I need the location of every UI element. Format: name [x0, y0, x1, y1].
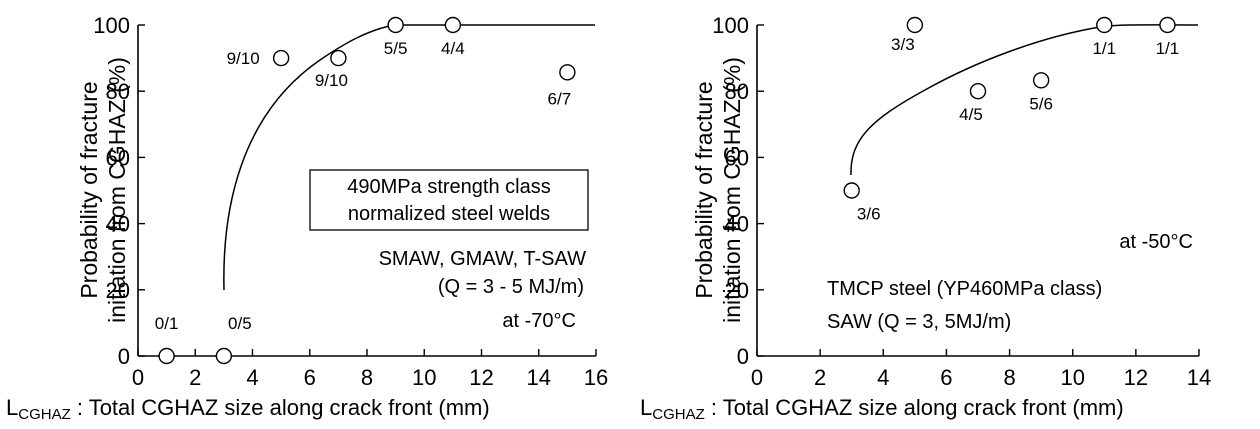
chart1-fit-curve — [223, 24, 595, 291]
chart2-x-ticks: 0 2 4 6 8 10 12 14 — [751, 349, 1211, 390]
chart2-y-tick-label: 80 — [725, 79, 749, 104]
chart1-y-tick-label: 40 — [106, 212, 130, 237]
chart2-note-process: SAW (Q = 3, 5MJ/m) — [827, 311, 1011, 333]
chart2-y-axis-title: Probability of fracture initiation from … — [691, 57, 745, 323]
chart1-point-label: 4/4 — [441, 39, 465, 58]
chart2-data-point — [969, 82, 987, 100]
chart1-boxed-note-line2: normalized steel welds — [348, 203, 550, 225]
chart2-y-axis-title-line2: initiation from CGHAZ (%) — [719, 57, 745, 323]
chart1-y-axis-title-line2: initiation from CGHAZ (%) — [104, 57, 130, 323]
chart1-point-labels: 0/1 0/5 9/10 9/10 5/5 4/4 6/7 — [155, 39, 571, 333]
chart2-x-tick-label: 10 — [1060, 365, 1084, 390]
chart2-point-labels: 3/6 3/3 4/5 5/6 1/1 1/1 — [857, 35, 1179, 224]
chart1-data-point — [272, 49, 290, 67]
chart1-data-point — [559, 64, 576, 81]
chart1-y-tick-label: 20 — [106, 278, 130, 303]
chart1-points — [158, 16, 576, 365]
chart1-y-tick-label: 0 — [118, 344, 130, 369]
chart2-y-tick-label: 100 — [712, 13, 749, 38]
chart2-data-point — [906, 16, 924, 34]
chart2-fit-curve — [850, 24, 1199, 176]
chart1-point-label: 9/10 — [227, 49, 260, 68]
chart1-x-tick-label: 6 — [304, 365, 316, 390]
chart1-y-tick-label: 100 — [93, 13, 130, 38]
chart1-y-ticks: 0 20 40 60 80 100 — [93, 13, 145, 369]
chart2-x-axis-title: LCGHAZ : Total CGHAZ size along crack fr… — [640, 395, 1124, 423]
chart2-point-label: 1/1 — [1156, 39, 1180, 58]
chart1-point-label: 0/1 — [155, 314, 179, 333]
chart2-x-tick-label: 0 — [751, 365, 763, 390]
chart1-point-label: 0/5 — [228, 314, 252, 333]
chart2-data-point — [843, 182, 860, 199]
chart1-note-heat-input: (Q = 3 - 5 MJ/m) — [438, 276, 584, 298]
chart2-y-tick-label: 20 — [725, 278, 749, 303]
chart2-point-label: 4/5 — [959, 105, 983, 124]
chart2-point-label: 1/1 — [1092, 39, 1116, 58]
chart2-note-steel: TMCP steel (YP460MPa class) — [827, 278, 1102, 300]
chart1-data-point — [158, 347, 175, 365]
chart2-data-point — [1096, 16, 1113, 34]
chart1-y-tick-label: 60 — [106, 145, 130, 170]
chart1-data-point — [444, 16, 462, 34]
chart1-x-tick-label: 12 — [469, 365, 493, 390]
chart2-x-tick-label: 14 — [1187, 365, 1211, 390]
chart2-data-point — [1032, 72, 1050, 89]
chart2-x-tick-label: 4 — [877, 365, 889, 390]
chart2-x-tick-label: 12 — [1124, 365, 1148, 390]
chart1-x-tick-label: 2 — [189, 365, 201, 390]
chart1-x-tick-label: 10 — [412, 365, 436, 390]
chart1-x-tick-label: 4 — [246, 365, 258, 390]
chart2-y-tick-label: 40 — [725, 212, 749, 237]
chart1-data-point — [330, 49, 347, 67]
chart1-x-ticks: 0 2 4 6 8 10 12 14 16 — [132, 349, 608, 390]
chart1-boxed-note-line1: 490MPa strength class — [347, 176, 550, 198]
chart1-data-point — [215, 347, 233, 365]
chart2-point-label: 3/6 — [857, 205, 881, 224]
chart2-x-tick-label: 2 — [814, 365, 826, 390]
chart1-boxed-note-frame — [309, 169, 589, 231]
chart2-y-tick-label: 60 — [725, 145, 749, 170]
chart-1: Probability of fracture initiation from … — [6, 13, 608, 423]
chart2-point-label: 3/3 — [891, 35, 915, 54]
chart1-x-tick-label: 16 — [584, 365, 608, 390]
chart2-data-point — [1159, 16, 1176, 34]
chart1-point-label: 5/5 — [384, 39, 408, 58]
chart2-x-tick-label: 6 — [940, 365, 952, 390]
chart2-x-tick-label: 8 — [1003, 365, 1015, 390]
chart1-y-tick-label: 80 — [106, 79, 130, 104]
chart2-y-ticks: 0 20 40 60 80 100 — [712, 13, 764, 369]
chart1-x-tick-label: 14 — [527, 365, 551, 390]
chart1-point-label: 9/10 — [315, 71, 348, 90]
chart1-x-tick-label: 8 — [361, 365, 373, 390]
chart1-point-label: 6/7 — [548, 89, 572, 108]
chart1-data-point — [387, 16, 404, 34]
chart1-y-axis-title-line1: Probability of fracture — [76, 81, 102, 298]
chart1-note-methods: SMAW, GMAW, T-SAW — [379, 248, 587, 270]
chart1-x-tick-label: 0 — [132, 365, 144, 390]
chart-2: Probability of fracture initiation from … — [640, 13, 1211, 423]
chart2-points — [843, 16, 1176, 199]
chart2-note-temperature: at -50°C — [1119, 231, 1193, 253]
chart2-y-tick-label: 0 — [737, 344, 749, 369]
chart1-note-temperature: at -70°C — [502, 310, 576, 332]
chart1-y-axis-title: Probability of fracture initiation from … — [76, 57, 130, 323]
chart2-point-label: 5/6 — [1029, 94, 1053, 113]
chart1-x-axis-title: LCGHAZ : Total CGHAZ size along crack fr… — [6, 395, 490, 423]
chart2-y-axis-title-line1: Probability of fracture — [691, 81, 717, 298]
